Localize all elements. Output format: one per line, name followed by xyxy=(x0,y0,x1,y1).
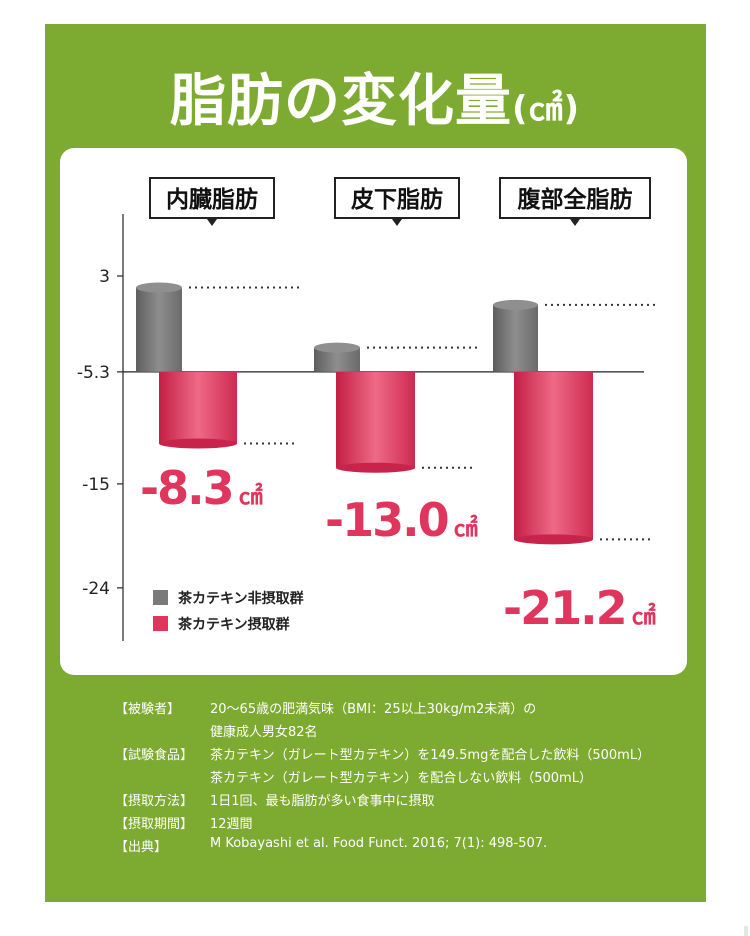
y-tick-label: 3 xyxy=(99,267,110,287)
y-tick-label: -15 xyxy=(82,475,110,495)
category-header-box xyxy=(499,177,651,219)
y-tick-label: -5.3 xyxy=(77,363,110,383)
catechin-bar xyxy=(159,371,237,449)
catechin-bar-body xyxy=(336,371,415,468)
change-unit-label: ㎠ xyxy=(454,514,478,542)
catechin-bar-cap xyxy=(514,534,593,545)
control-bar-cap xyxy=(493,299,538,310)
scroll-marker xyxy=(744,926,748,936)
category-header-pointer xyxy=(392,219,402,226)
catechin-bar-body xyxy=(514,371,593,540)
title-unit: (㎠) xyxy=(511,89,581,129)
category-header-label: 腹部全脂肪 xyxy=(518,186,633,213)
catechin-bar-cap xyxy=(336,462,415,473)
legend-swatch xyxy=(153,616,168,631)
y-tick-label: -24 xyxy=(82,579,110,599)
chart-card: 3 -5.3 -15 -24 内臓脂肪 皮下脂肪 腹部全脂肪 -8.3 ㎠ -13.0 ㎠ -21.2… xyxy=(60,148,687,675)
change-value-label: -13.0 xyxy=(325,493,448,547)
category-header-pointer xyxy=(207,219,217,226)
category-header-label: 内臓脂肪 xyxy=(166,186,258,213)
legend-label: 茶カテキン摂取群 xyxy=(177,616,290,633)
control-bar-cap xyxy=(136,282,182,293)
title-main: 脂肪の変化量 xyxy=(169,69,512,134)
catechin-bar-cap xyxy=(159,438,237,449)
change-unit-label: ㎠ xyxy=(632,602,656,630)
category-header-pointer xyxy=(570,219,580,226)
legend-swatch xyxy=(153,590,168,605)
category-header-box xyxy=(334,177,460,219)
control-bar-cap xyxy=(314,342,360,353)
control-bar xyxy=(493,299,538,372)
category-header-label: 皮下脂肪 xyxy=(351,186,443,213)
change-value-label: -21.2 xyxy=(503,581,626,635)
control-bar xyxy=(314,342,360,372)
control-bar xyxy=(136,282,182,372)
legend-label: 茶カテキン非摂取群 xyxy=(177,590,304,607)
page-title: 脂肪の変化量(㎠) xyxy=(0,56,750,137)
change-unit-label: ㎠ xyxy=(239,482,263,510)
catechin-bar-body xyxy=(159,371,237,444)
change-value-label: -8.3 xyxy=(140,461,233,515)
catechin-bar xyxy=(336,371,415,473)
control-bar-body xyxy=(136,287,182,372)
control-bar-body xyxy=(493,304,538,372)
catechin-bar xyxy=(514,371,593,545)
category-header-box xyxy=(149,177,275,219)
